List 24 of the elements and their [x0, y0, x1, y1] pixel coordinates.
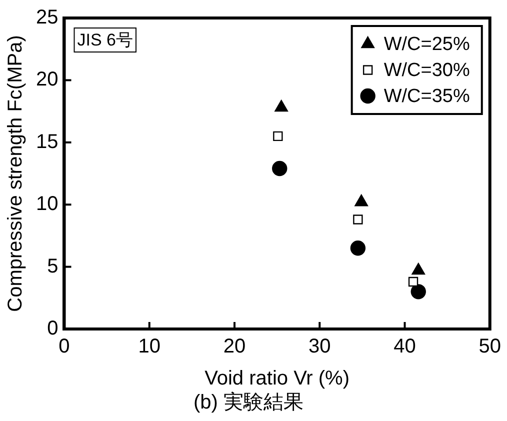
y-tick-label: 10 — [36, 193, 58, 216]
x-tick-label: 10 — [138, 336, 160, 358]
x-axis-title: Void ratio Vr (%) — [204, 368, 350, 390]
y-tick-label: 15 — [36, 130, 58, 153]
annotation: JIS 6号 — [77, 30, 133, 50]
point — [410, 284, 426, 300]
y-axis-title: Compressive strength Fc(MPa) — [4, 35, 27, 312]
point — [353, 214, 363, 224]
legend-label: W/C=25% — [384, 34, 470, 56]
y-tick-label: 20 — [36, 68, 58, 91]
point — [408, 276, 418, 287]
legend-label: W/C=30% — [384, 60, 470, 82]
text: (b) 実験結果 — [194, 390, 304, 414]
legend-label: W/C=35% — [384, 86, 470, 108]
point — [350, 240, 366, 256]
point — [272, 160, 288, 176]
x-tick-label: 20 — [223, 336, 246, 358]
y-tick-label: 25 — [36, 6, 58, 29]
x-tick-label: 50 — [478, 336, 501, 358]
y-tick-label: 0 — [47, 318, 58, 340]
x-tick-label: 40 — [394, 336, 416, 358]
x-tick-label: 30 — [308, 336, 331, 358]
point — [273, 131, 283, 142]
y-tick-label: 5 — [47, 255, 58, 278]
